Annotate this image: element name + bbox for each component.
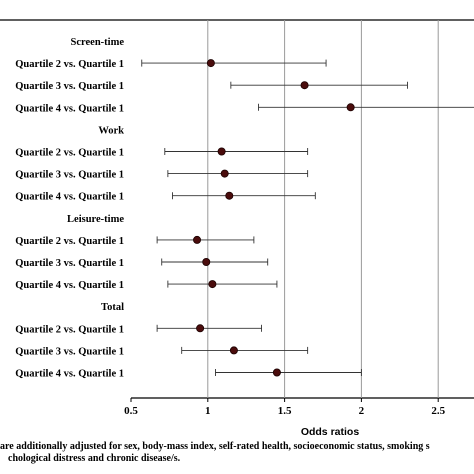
x-tick-label: 1 (205, 405, 211, 417)
group-header-label: Leisure-time (67, 214, 124, 225)
x-axis-title: Odds ratios (301, 426, 360, 438)
row-label: Quartile 4 vs. Quartile 1 (15, 369, 124, 380)
row-label: Quartile 4 vs. Quartile 1 (15, 192, 124, 203)
odds-ratio-point (300, 81, 309, 90)
row-label: Quartile 3 vs. Quartile 1 (15, 258, 124, 269)
x-tick-label: 2 (359, 405, 365, 417)
odds-ratio-point (196, 324, 205, 333)
odds-ratio-point (346, 103, 355, 112)
x-tick-label: 1.5 (278, 405, 292, 417)
footnote-line-1: are additionally adjusted for sex, body-… (0, 441, 430, 452)
footnote-line-2: chological distress and chronic disease/… (8, 453, 181, 464)
odds-ratio-point (193, 235, 202, 244)
row-label: Quartile 2 vs. Quartile 1 (15, 59, 124, 70)
row-label: Quartile 3 vs. Quartile 1 (15, 170, 124, 181)
odds-ratio-point (220, 169, 229, 178)
x-tick-label: 2.5 (431, 405, 445, 417)
x-tick-label: 0.5 (124, 405, 138, 417)
row-label: Quartile 4 vs. Quartile 1 (15, 280, 124, 291)
odds-ratio-point (225, 191, 234, 200)
odds-ratio-point (206, 59, 215, 68)
row-label: Quartile 3 vs. Quartile 1 (15, 346, 124, 357)
row-label: Quartile 2 vs. Quartile 1 (15, 236, 124, 247)
row-label: Quartile 3 vs. Quartile 1 (15, 81, 124, 92)
odds-ratio-point (217, 147, 226, 156)
footnote: are additionally adjusted for sex, body-… (0, 441, 474, 465)
odds-ratio-point (202, 257, 211, 266)
row-label: Quartile 2 vs. Quartile 1 (15, 324, 124, 335)
odds-ratio-point (229, 346, 238, 355)
group-header-label: Total (101, 302, 124, 313)
group-header-label: Work (98, 125, 124, 136)
row-label: Quartile 4 vs. Quartile 1 (15, 103, 124, 114)
group-header-label: Screen-time (71, 37, 125, 48)
odds-ratio-point (272, 368, 281, 377)
row-label: Quartile 2 vs. Quartile 1 (15, 148, 124, 159)
odds-ratio-point (208, 280, 217, 289)
